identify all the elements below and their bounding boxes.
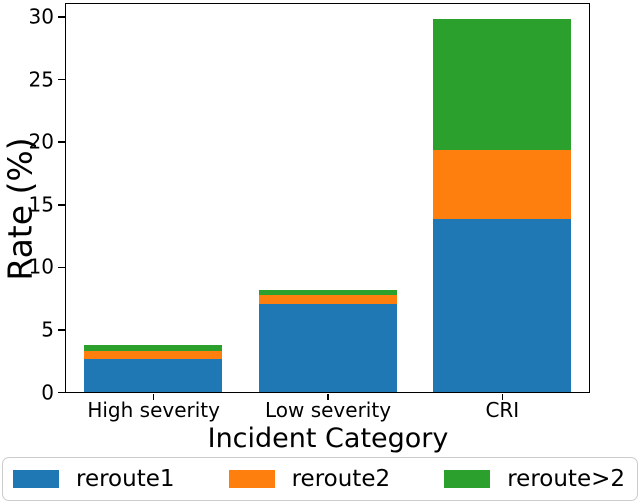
bar-segment xyxy=(84,350,223,359)
y-tick-mark xyxy=(58,329,65,331)
bar-stack xyxy=(258,290,397,392)
y-tick-label: 0 xyxy=(41,380,54,405)
bar-segment xyxy=(432,219,571,392)
legend-label: reroute2 xyxy=(291,465,391,492)
bar-segment xyxy=(432,19,571,151)
y-tick-mark xyxy=(58,266,65,269)
x-tick-label: CRI xyxy=(485,398,520,422)
y-tick-label: 10 xyxy=(28,254,54,279)
legend: reroute1 reroute2 reroute>2 xyxy=(2,457,638,501)
legend-entry: reroute2 xyxy=(228,465,391,492)
bar-stacks-container xyxy=(66,4,589,392)
y-tick-label: 25 xyxy=(28,67,54,92)
plot-area xyxy=(65,3,590,393)
bar-segment xyxy=(84,345,223,351)
legend-label: reroute1 xyxy=(76,465,175,492)
legend-swatch xyxy=(228,470,275,488)
y-tick-mark xyxy=(58,391,65,394)
y-tick-label: 20 xyxy=(28,129,54,154)
y-tick-mark xyxy=(58,141,65,143)
bar-segment xyxy=(432,150,571,220)
x-tick-label: High severity xyxy=(87,398,220,422)
legend-entry: reroute1 xyxy=(13,465,175,492)
y-tick-mark xyxy=(58,78,65,81)
x-axis-label: Incident Category xyxy=(207,423,449,454)
x-tick-label: Low severity xyxy=(264,398,392,422)
y-tick-label: 5 xyxy=(41,317,54,342)
legend-swatch xyxy=(444,470,491,488)
y-tick-mark xyxy=(58,16,65,18)
bar-segment xyxy=(84,358,223,392)
bar-segment xyxy=(258,295,397,305)
legend-label: reroute>2 xyxy=(507,465,625,492)
bar-stack xyxy=(84,345,223,392)
x-tick-mark xyxy=(501,394,504,400)
legend-entry: reroute>2 xyxy=(444,465,625,492)
y-tick-label: 30 xyxy=(28,4,54,29)
bar-segment xyxy=(258,290,397,296)
x-tick-mark xyxy=(327,394,329,400)
x-tick-mark xyxy=(152,394,155,400)
bar-segment xyxy=(258,304,397,392)
bar-stack xyxy=(432,19,571,392)
y-tick-mark xyxy=(58,203,65,206)
legend-swatch xyxy=(13,470,59,488)
y-tick-label: 15 xyxy=(28,192,54,217)
